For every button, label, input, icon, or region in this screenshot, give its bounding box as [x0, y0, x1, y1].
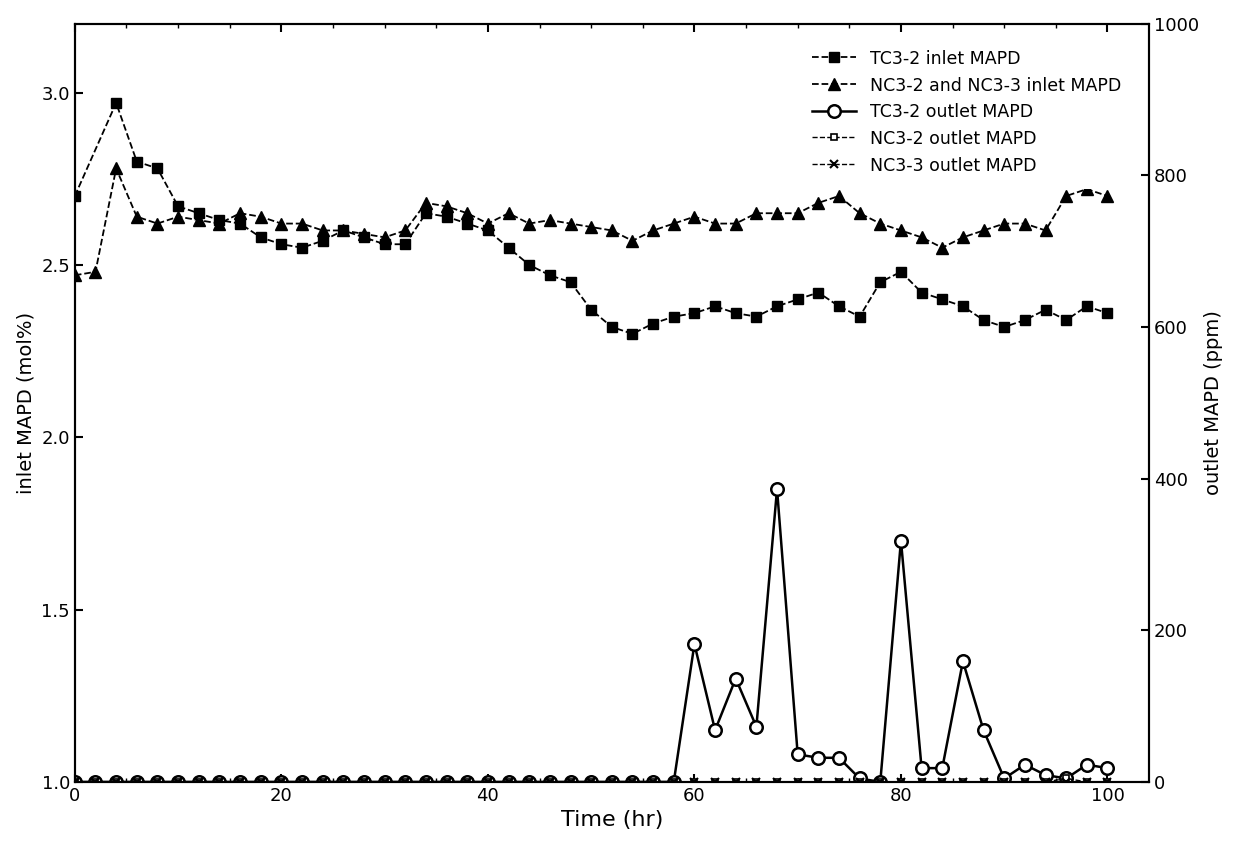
Line: NC3-2 outlet MAPD: NC3-2 outlet MAPD: [72, 775, 1111, 785]
TC3-2 inlet MAPD: [728, 308, 743, 318]
TC3-2 inlet MAPD: [460, 219, 475, 229]
TC3-2 inlet MAPD: [687, 308, 702, 318]
TC3-2 inlet MAPD: [67, 191, 82, 201]
TC3-2 inlet MAPD: [501, 242, 516, 252]
NC3-2 outlet MAPD: [1059, 773, 1074, 783]
NC3-2 and NC3-3 inlet MAPD: [770, 208, 785, 219]
NC3-3 outlet MAPD: [749, 777, 764, 787]
TC3-2 outlet MAPD: [770, 484, 785, 494]
Line: NC3-2 and NC3-3 inlet MAPD: NC3-2 and NC3-3 inlet MAPD: [68, 162, 1114, 281]
TC3-2 outlet MAPD: [67, 777, 82, 787]
TC3-2 inlet MAPD: [522, 260, 537, 270]
X-axis label: Time (hr): Time (hr): [560, 811, 663, 830]
Line: TC3-2 outlet MAPD: TC3-2 outlet MAPD: [68, 483, 1114, 789]
NC3-2 and NC3-3 inlet MAPD: [1079, 184, 1094, 194]
TC3-2 inlet MAPD: [129, 157, 144, 167]
Y-axis label: inlet MAPD (mol%): inlet MAPD (mol%): [16, 312, 36, 494]
TC3-2 inlet MAPD: [1018, 315, 1033, 325]
TC3-2 inlet MAPD: [274, 239, 289, 249]
NC3-2 outlet MAPD: [811, 777, 826, 787]
TC3-2 outlet MAPD: [832, 753, 847, 763]
TC3-2 inlet MAPD: [253, 232, 268, 242]
TC3-2 inlet MAPD: [171, 202, 186, 212]
TC3-2 inlet MAPD: [666, 312, 681, 322]
NC3-2 and NC3-3 inlet MAPD: [1100, 191, 1115, 201]
NC3-2 outlet MAPD: [67, 777, 82, 787]
Line: TC3-2 inlet MAPD: TC3-2 inlet MAPD: [69, 98, 1112, 339]
NC3-2 outlet MAPD: [749, 777, 764, 787]
Legend: TC3-2 inlet MAPD, NC3-2 and NC3-3 inlet MAPD, TC3-2 outlet MAPD, NC3-2 outlet MA: TC3-2 inlet MAPD, NC3-2 and NC3-3 inlet …: [799, 36, 1135, 189]
TC3-2 inlet MAPD: [1079, 302, 1094, 312]
TC3-2 inlet MAPD: [976, 315, 991, 325]
TC3-2 inlet MAPD: [811, 287, 826, 297]
NC3-2 outlet MAPD: [1079, 777, 1094, 787]
TC3-2 inlet MAPD: [563, 277, 578, 287]
NC3-3 outlet MAPD: [811, 777, 826, 787]
Line: NC3-3 outlet MAPD: NC3-3 outlet MAPD: [71, 778, 1111, 786]
TC3-2 inlet MAPD: [315, 235, 330, 246]
TC3-2 inlet MAPD: [852, 312, 867, 322]
TC3-2 inlet MAPD: [894, 267, 909, 277]
NC3-3 outlet MAPD: [377, 777, 392, 787]
TC3-2 inlet MAPD: [418, 208, 433, 219]
NC3-3 outlet MAPD: [398, 777, 413, 787]
TC3-2 inlet MAPD: [357, 232, 372, 242]
TC3-2 inlet MAPD: [873, 277, 888, 287]
TC3-2 inlet MAPD: [212, 215, 227, 225]
TC3-2 inlet MAPD: [956, 302, 971, 312]
NC3-3 outlet MAPD: [1100, 777, 1115, 787]
NC3-2 and NC3-3 inlet MAPD: [832, 191, 847, 201]
TC3-2 inlet MAPD: [1059, 315, 1074, 325]
TC3-2 inlet MAPD: [708, 302, 723, 312]
TC3-2 outlet MAPD: [1100, 763, 1115, 773]
TC3-2 inlet MAPD: [542, 270, 557, 280]
TC3-2 inlet MAPD: [336, 225, 351, 235]
NC3-2 and NC3-3 inlet MAPD: [398, 225, 413, 235]
NC3-2 and NC3-3 inlet MAPD: [109, 163, 124, 174]
TC3-2 inlet MAPD: [646, 318, 661, 329]
TC3-2 inlet MAPD: [935, 294, 950, 304]
NC3-2 and NC3-3 inlet MAPD: [67, 270, 82, 280]
TC3-2 inlet MAPD: [584, 305, 599, 315]
TC3-2 inlet MAPD: [109, 98, 124, 108]
NC3-2 and NC3-3 inlet MAPD: [315, 225, 330, 235]
TC3-2 inlet MAPD: [1100, 308, 1115, 318]
NC3-3 outlet MAPD: [295, 777, 310, 787]
TC3-2 inlet MAPD: [480, 225, 495, 235]
NC3-2 outlet MAPD: [377, 777, 392, 787]
NC3-2 outlet MAPD: [1100, 777, 1115, 787]
TC3-2 inlet MAPD: [604, 322, 619, 332]
TC3-2 inlet MAPD: [295, 242, 310, 252]
TC3-2 inlet MAPD: [191, 208, 206, 219]
TC3-2 inlet MAPD: [398, 239, 413, 249]
TC3-2 inlet MAPD: [1038, 305, 1053, 315]
TC3-2 inlet MAPD: [439, 212, 454, 222]
TC3-2 inlet MAPD: [790, 294, 805, 304]
Y-axis label: outlet MAPD (ppm): outlet MAPD (ppm): [1204, 310, 1224, 495]
TC3-2 inlet MAPD: [377, 239, 392, 249]
TC3-2 outlet MAPD: [749, 722, 764, 732]
TC3-2 outlet MAPD: [377, 777, 392, 787]
NC3-2 outlet MAPD: [295, 777, 310, 787]
TC3-2 outlet MAPD: [1079, 760, 1094, 770]
TC3-2 inlet MAPD: [832, 302, 847, 312]
TC3-2 inlet MAPD: [625, 329, 640, 339]
NC3-3 outlet MAPD: [1079, 777, 1094, 787]
NC3-2 and NC3-3 inlet MAPD: [418, 198, 433, 208]
TC3-2 inlet MAPD: [150, 163, 165, 174]
TC3-2 outlet MAPD: [398, 777, 413, 787]
TC3-2 inlet MAPD: [749, 312, 764, 322]
NC3-3 outlet MAPD: [67, 777, 82, 787]
TC3-2 inlet MAPD: [997, 322, 1012, 332]
TC3-2 inlet MAPD: [914, 287, 929, 297]
NC3-2 outlet MAPD: [398, 777, 413, 787]
TC3-2 inlet MAPD: [233, 219, 248, 229]
TC3-2 inlet MAPD: [770, 302, 785, 312]
TC3-2 outlet MAPD: [295, 777, 310, 787]
